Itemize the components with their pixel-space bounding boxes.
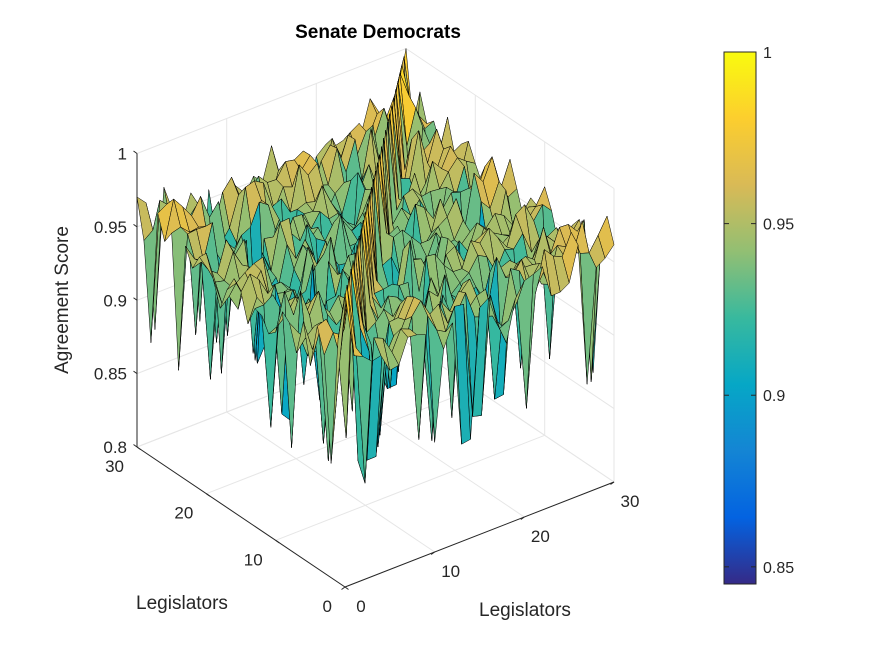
z-tick-label: 0.85 <box>94 365 127 384</box>
x-tick-label: 10 <box>441 562 460 581</box>
z-axis-label: Agreement Score <box>52 226 73 374</box>
z-tick <box>133 297 138 301</box>
y-tick <box>344 586 349 590</box>
x-tick <box>610 481 615 485</box>
z-tick-label: 1 <box>118 145 127 164</box>
x-tick-label: 30 <box>621 492 640 511</box>
y-tick-label: 20 <box>174 504 193 523</box>
surface-facet <box>337 285 355 356</box>
x-tick-label: 0 <box>356 597 365 616</box>
y-tick-label: 10 <box>244 550 263 569</box>
surface-plot[interactable] <box>136 48 615 484</box>
colorbar-tick-label: 1 <box>763 45 772 62</box>
z-tick <box>133 370 138 375</box>
z-tick-label: 0.8 <box>103 438 127 457</box>
x-tick <box>430 551 435 555</box>
x-tick-label: 20 <box>531 527 550 546</box>
x-axis-label: Legislators <box>479 600 571 621</box>
z-tick <box>133 150 138 154</box>
colorbar-swatch <box>723 51 757 585</box>
x-tick <box>341 586 346 590</box>
x-axis-line <box>344 481 615 588</box>
z-tick-label: 0.9 <box>103 291 127 310</box>
colorbar-ticks: 0.85 0.9 0.95 1 <box>724 45 794 577</box>
z-tick <box>133 444 138 448</box>
x-tick <box>520 516 525 520</box>
z-tick <box>133 223 138 228</box>
colorbar: 0.85 0.9 0.95 1 <box>723 45 794 585</box>
y-tick <box>275 539 280 544</box>
colorbar-tick-label: 0.85 <box>763 560 794 577</box>
y-tick <box>206 493 211 497</box>
axis-lines <box>133 150 615 590</box>
colorbar-tick-label: 0.95 <box>763 217 794 234</box>
y-tick-label: 0 <box>323 597 332 616</box>
colorbar-tick-label: 0.9 <box>763 388 785 405</box>
z-tick-label: 0.95 <box>94 218 127 237</box>
surface-facet <box>409 328 426 440</box>
y-tick <box>136 446 141 450</box>
y-axis-line <box>136 446 346 588</box>
y-tick-label: 30 <box>105 457 124 476</box>
y-axis-label: Legislators <box>136 593 228 614</box>
chart-title: Senate Democrats <box>295 22 461 43</box>
